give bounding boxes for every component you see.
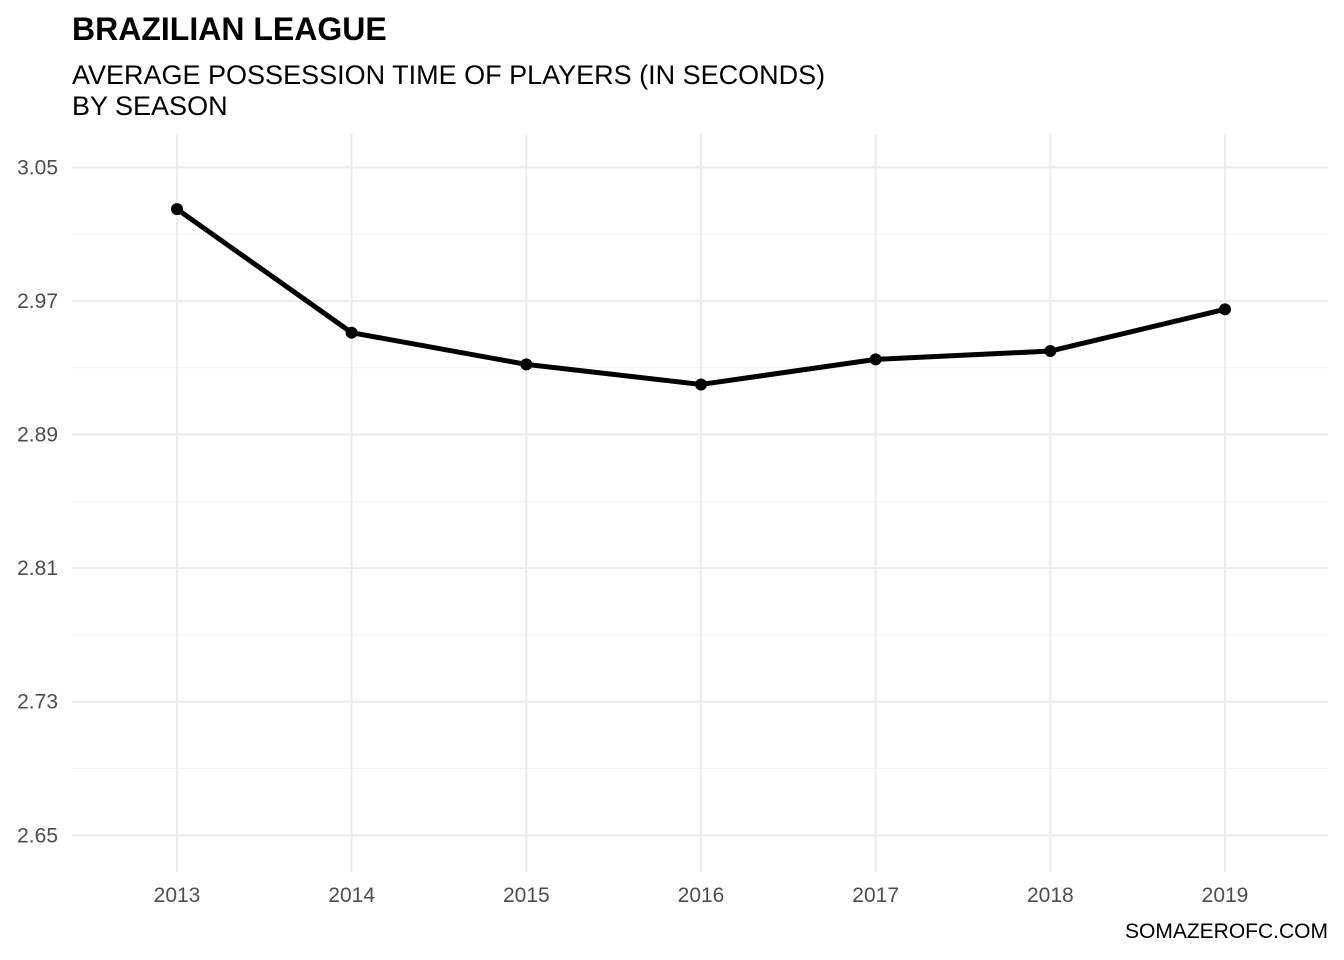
y-axis-tick-labels: 2.65 2.73 2.81 2.89 2.97 3.05 (17, 156, 58, 847)
y-tick-label: 2.89 (17, 424, 58, 447)
data-point-2017 (869, 353, 882, 366)
y-tick-label: 2.65 (17, 824, 58, 847)
data-point-2016 (695, 378, 707, 391)
y-tick-label: 3.05 (17, 156, 58, 179)
series-group (171, 203, 1231, 391)
x-tick-label: 2018 (1027, 884, 1074, 907)
x-tick-label: 2014 (328, 884, 375, 907)
data-point-2014 (345, 326, 358, 339)
x-tick-label: 2017 (852, 884, 899, 907)
data-point-2019 (1219, 303, 1231, 316)
major-gridlines (72, 134, 1328, 872)
source-caption: SOMAZEROFC.COM (1125, 920, 1328, 943)
y-tick-label: 2.81 (17, 557, 58, 580)
x-tick-label: 2019 (1202, 884, 1249, 907)
chart-title: BRAZILIAN LEAGUE (72, 11, 387, 47)
data-point-2018 (1044, 345, 1057, 358)
data-point-2013 (171, 203, 183, 216)
y-tick-label: 2.73 (17, 691, 58, 714)
data-point-2015 (520, 358, 533, 371)
x-tick-label: 2015 (503, 884, 550, 907)
x-axis-tick-labels: 2013 2014 2015 2016 2017 2018 2019 (154, 884, 1249, 907)
y-tick-label: 2.97 (17, 290, 58, 313)
x-tick-label: 2013 (154, 884, 201, 907)
x-tick-label: 2016 (678, 884, 725, 907)
chart-subtitle: AVERAGE POSSESSION TIME OF PLAYERS (IN S… (72, 60, 826, 121)
